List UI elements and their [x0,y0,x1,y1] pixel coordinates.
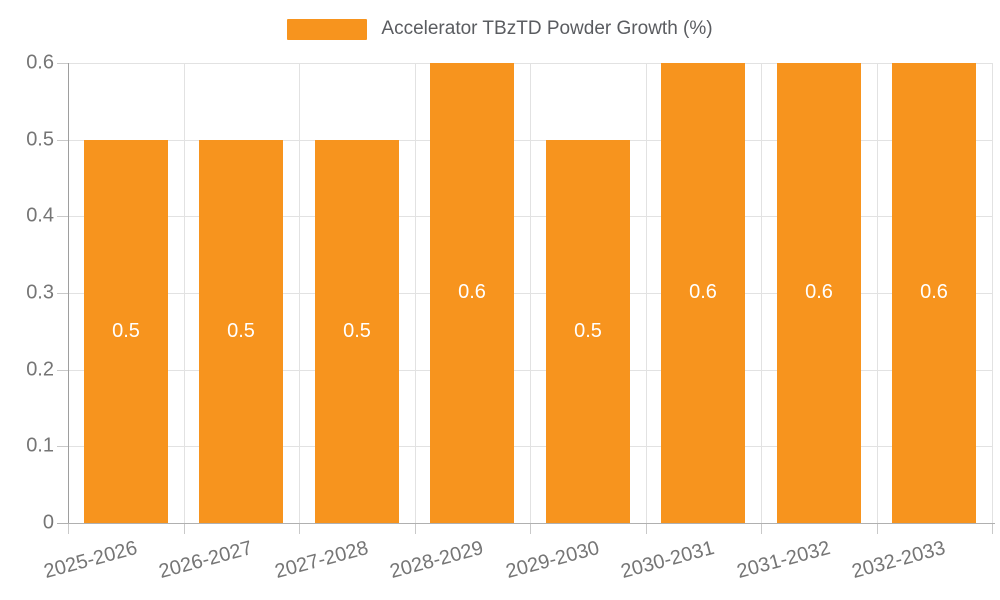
x-tick-label: 2031-2032 [734,537,833,584]
x-tick-label: 2030-2031 [618,537,717,584]
gridline-vertical [299,63,300,523]
bar-value-label: 0.6 [689,281,717,303]
y-tick-label: 0.1 [26,434,54,457]
y-axis-line [68,63,69,523]
y-tick-label: 0.2 [26,358,54,381]
bar[interactable]: 0.6 [777,63,861,523]
y-tick-label: 0 [42,511,54,534]
bar[interactable]: 0.6 [430,63,514,523]
y-axis-tick [57,216,68,217]
bar[interactable]: 0.6 [661,63,745,523]
y-tick-label: 0.6 [26,51,54,74]
x-axis-tick [992,523,993,534]
y-axis-tick [57,293,68,294]
x-tick-label: 2029-2030 [503,537,602,584]
y-axis-tick [57,446,68,447]
y-axis-tick [57,370,68,371]
y-tick-label: 0.3 [26,281,54,304]
gridline-vertical [646,63,647,523]
x-axis-tick [299,523,300,534]
y-tick-label: 0.5 [26,128,54,151]
bar[interactable]: 0.6 [892,63,976,523]
x-tick-label: 2027-2028 [272,537,371,584]
bar-value-label: 0.5 [574,320,602,342]
legend-swatch [287,18,368,40]
x-axis-tick [530,523,531,534]
y-tick-label: 0.4 [26,204,54,227]
bar[interactable]: 0.5 [315,140,399,523]
x-axis-line [57,523,995,524]
y-axis-tick [57,63,68,64]
chart-legend[interactable]: Accelerator TBzTD Powder Growth (%) [0,18,1000,40]
bar-value-label: 0.6 [920,281,948,303]
gridline-vertical [992,63,993,523]
gridline-vertical [530,63,531,523]
gridline-vertical [761,63,762,523]
bar-value-label: 0.5 [227,320,255,342]
legend-label: Accelerator TBzTD Powder Growth (%) [381,18,713,39]
bar[interactable]: 0.5 [84,140,168,523]
gridline-vertical [877,63,878,523]
x-tick-label: 2032-2033 [849,537,948,584]
x-axis-tick [761,523,762,534]
x-tick-label: 2028-2029 [387,537,486,584]
x-tick-label: 2025-2026 [41,537,140,584]
bar-value-label: 0.6 [458,281,486,303]
gridline-vertical [415,63,416,523]
bar-value-label: 0.5 [343,320,371,342]
x-axis-tick [646,523,647,534]
x-axis-tick [415,523,416,534]
gridline-vertical [184,63,185,523]
x-axis-tick [877,523,878,534]
bar-value-label: 0.5 [112,320,140,342]
x-tick-label: 2026-2027 [156,537,255,584]
x-axis-tick [68,523,69,534]
bar[interactable]: 0.5 [199,140,283,523]
bar-value-label: 0.6 [805,281,833,303]
y-axis-tick [57,140,68,141]
bar[interactable]: 0.5 [546,140,630,523]
x-axis-tick [184,523,185,534]
